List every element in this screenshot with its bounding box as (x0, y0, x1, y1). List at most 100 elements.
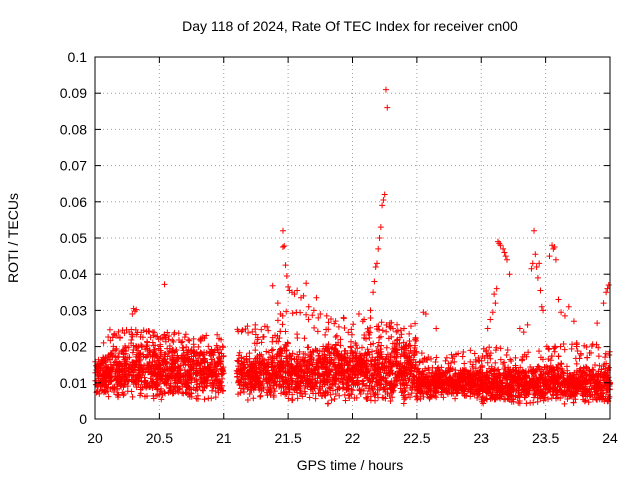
data-point (367, 378, 374, 385)
data-point (343, 368, 350, 375)
x-tick-label: 23 (473, 430, 489, 446)
data-point (270, 394, 277, 401)
data-point (109, 364, 116, 371)
data-point (245, 384, 252, 391)
y-tick-label: 0.1 (68, 49, 88, 65)
data-point (436, 382, 443, 389)
data-point (572, 355, 579, 362)
data-point (184, 349, 191, 356)
data-point (520, 329, 527, 336)
data-point (428, 387, 435, 394)
data-point (237, 381, 244, 388)
data-point (366, 329, 373, 336)
data-point (169, 375, 176, 382)
data-point (527, 399, 534, 406)
data-point (319, 371, 326, 378)
data-point (488, 367, 495, 374)
data-point (491, 291, 498, 298)
data-point (305, 316, 312, 323)
data-point (122, 344, 129, 351)
data-point (198, 380, 205, 387)
data-point (258, 370, 265, 377)
data-point (398, 331, 405, 338)
data-point (545, 355, 552, 362)
data-point (524, 321, 531, 328)
data-point (484, 388, 491, 395)
data-point (502, 253, 509, 260)
data-point (411, 351, 418, 358)
data-point (525, 390, 532, 397)
data-point (550, 375, 557, 382)
data-point (451, 372, 458, 379)
y-axis-ticks: 0 0.01 0.02 0.03 0.04 0.05 0.06 0.07 0.08 0.09 0.1 (60, 49, 610, 427)
data-point (539, 374, 546, 381)
data-point (436, 366, 443, 373)
data-point (174, 352, 181, 359)
data-point (180, 359, 187, 366)
data-point (490, 386, 497, 393)
data-point (252, 360, 259, 367)
data-point (137, 392, 144, 399)
data-point (369, 354, 376, 361)
data-point (557, 343, 564, 350)
data-point (332, 342, 339, 349)
data-point (167, 389, 174, 396)
data-point (190, 370, 197, 377)
data-point (506, 368, 513, 375)
chart-title: Day 118 of 2024, Rate Of TEC Index for r… (182, 18, 518, 34)
data-point (238, 328, 245, 335)
data-point (307, 353, 314, 360)
data-point (320, 377, 327, 384)
data-point (157, 341, 164, 348)
data-point (449, 366, 456, 373)
data-point (282, 391, 289, 398)
y-tick-label: 0.07 (60, 158, 87, 174)
data-point (324, 380, 331, 387)
data-point (144, 339, 151, 346)
data-point (599, 373, 606, 380)
data-point (334, 386, 341, 393)
data-point (573, 390, 580, 397)
data-point (555, 296, 562, 303)
data-point (264, 384, 271, 391)
data-point (271, 388, 278, 395)
data-point (370, 289, 377, 296)
data-point (343, 387, 350, 394)
data-point (205, 343, 212, 350)
x-tick-label: 23.5 (532, 430, 559, 446)
data-point (121, 381, 128, 388)
data-point (165, 349, 172, 356)
data-point (469, 390, 476, 397)
data-point (304, 367, 311, 374)
data-point (265, 327, 272, 334)
data-point (285, 283, 292, 290)
data-point (163, 366, 170, 373)
data-point (246, 350, 253, 357)
data-point (300, 292, 307, 299)
data-point (341, 325, 348, 332)
data-point (587, 392, 594, 399)
data-point (448, 351, 455, 358)
data-point (582, 378, 589, 385)
data-point (419, 358, 426, 365)
data-point (186, 393, 193, 400)
data-point (579, 374, 586, 381)
data-point (376, 334, 383, 341)
data-point (277, 382, 284, 389)
data-point (201, 396, 208, 403)
data-point (312, 390, 319, 397)
data-point (169, 354, 176, 361)
data-point (282, 384, 289, 391)
data-point (289, 350, 296, 357)
data-point (297, 387, 304, 394)
data-point (178, 339, 185, 346)
data-point (194, 360, 201, 367)
data-point (386, 380, 393, 387)
data-point (452, 376, 459, 383)
data-point (416, 384, 423, 391)
data-point (561, 400, 568, 407)
data-point (345, 329, 352, 336)
data-point (185, 351, 192, 358)
data-point (140, 351, 147, 358)
data-point (405, 377, 412, 384)
